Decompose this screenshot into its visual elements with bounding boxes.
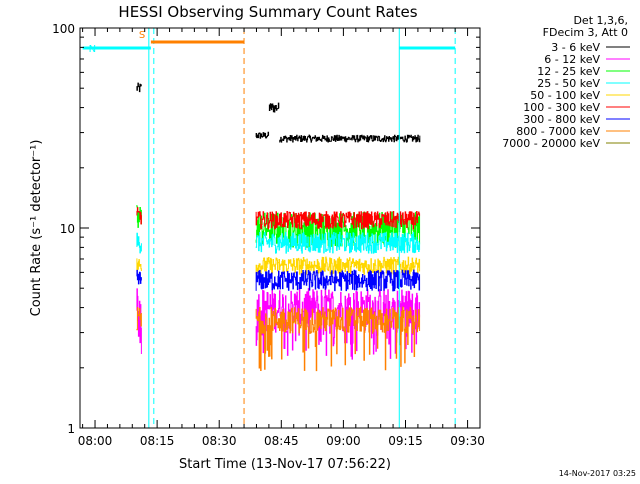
y-tick-label: 100	[52, 22, 75, 36]
series-300to800keV	[136, 269, 421, 292]
legend-entry-label: 300 - 800 keV	[523, 113, 600, 126]
series-trace-0-0	[136, 82, 142, 93]
series-trace-6-0	[136, 269, 142, 285]
y-axis-label: Count Rate (s⁻¹ detector⁻¹)	[29, 140, 44, 317]
chart-title: HESSI Observing Summary Count Rates	[118, 3, 417, 21]
series-trace-5-0	[136, 207, 142, 225]
x-tick-label: 08:00	[78, 434, 113, 448]
series-trace-0-2	[268, 102, 280, 113]
series-trace-3-0	[136, 232, 142, 254]
legend-entry-label: 12 - 25 keV	[537, 65, 600, 78]
series-trace-0-3	[279, 134, 421, 143]
footer-timestamp: 14-Nov-2017 03:25	[559, 469, 636, 478]
data-layer	[136, 82, 421, 372]
legend-header-line: Det 1,3,6,	[573, 14, 628, 27]
series-trace-4-0	[136, 258, 142, 272]
x-tick-label: 09:30	[450, 434, 485, 448]
legend-entry-label: 50 - 100 keV	[530, 89, 600, 102]
series-trace-1-1	[255, 287, 421, 360]
series-trace-4-1	[255, 256, 421, 276]
x-tick-label: 08:15	[140, 434, 175, 448]
series-800to7000keV	[136, 306, 421, 372]
flag-label-n: N	[89, 44, 96, 55]
x-tick-label: 09:15	[388, 434, 423, 448]
series-trace-6-1	[255, 269, 421, 292]
series-trace-0-1	[255, 131, 270, 139]
y-tick-label: 10	[60, 222, 75, 236]
flag-label-s: S	[139, 30, 145, 41]
x-tick-label: 09:00	[326, 434, 361, 448]
series-trace-3-1	[255, 231, 421, 254]
y-tick-label: 1	[67, 422, 75, 436]
series-trace-7-0	[136, 307, 142, 331]
x-axis-label: Start Time (13-Nov-17 07:56:22)	[179, 457, 391, 472]
legend-entry-label: 25 - 50 keV	[537, 77, 600, 90]
axes-layer: 08:00 08:15 08:30 08:45 09:00 09:15 09:30 1 10 10…	[52, 22, 485, 448]
legend-entry-label: 3 - 6 keV	[551, 41, 600, 54]
legend-entry-label: 100 - 300 keV	[523, 101, 600, 114]
legend-entry-label: 800 - 7000 keV	[516, 125, 600, 138]
series-100to300keV	[136, 207, 421, 230]
series-3to6keV	[136, 82, 421, 143]
series-25to50keV	[136, 231, 421, 254]
x-tick-label: 08:45	[264, 434, 299, 448]
legend-entry-label: 6 - 12 keV	[544, 53, 600, 66]
legend-entry-label: 7000 - 20000 keV	[502, 137, 600, 150]
series-trace-7-1	[255, 306, 421, 372]
x-tick-label: 08:30	[202, 434, 237, 448]
legend-header-line: FDecim 3, Att 0	[543, 26, 628, 39]
series-trace-5-1	[255, 210, 421, 230]
markers-layer: SN	[82, 28, 456, 428]
